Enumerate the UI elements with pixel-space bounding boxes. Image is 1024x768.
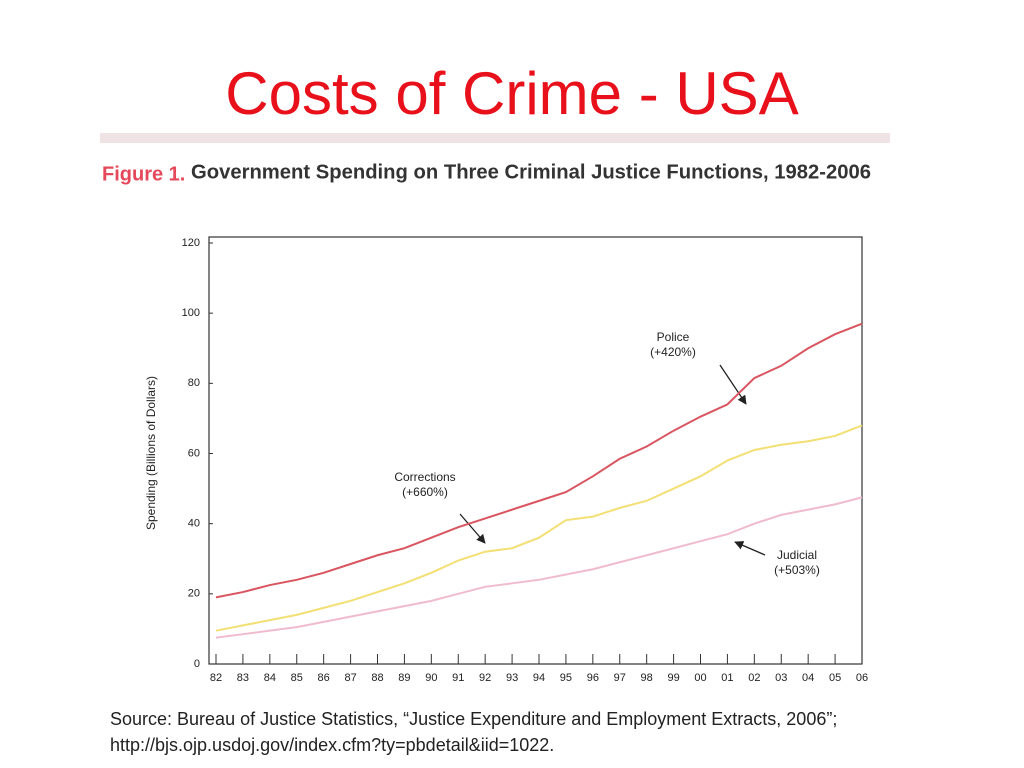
x-tick-label: 92: [479, 672, 491, 684]
x-tick-label: 82: [210, 672, 222, 684]
annotation-change: (+503%): [774, 563, 820, 577]
x-tick-label: 99: [667, 672, 679, 684]
y-tick-label: 80: [188, 377, 200, 389]
x-tick-label: 05: [829, 672, 841, 684]
y-tick-label: 0: [194, 658, 200, 670]
x-tick-label: 03: [775, 672, 787, 684]
annotation-arrow: [459, 513, 486, 544]
x-tick-label: 86: [318, 672, 330, 684]
annotation-label: Corrections: [394, 470, 455, 484]
annotation-arrow: [719, 364, 747, 405]
x-tick-label: 93: [506, 672, 518, 684]
x-tick-label: 84: [264, 672, 276, 684]
y-tick-label: 60: [188, 447, 200, 459]
chart-title: Government Spending on Three Criminal Ju…: [191, 161, 871, 183]
x-tick-label: 90: [425, 672, 437, 684]
slide-title: Costs of Crime - USA: [225, 60, 798, 127]
series-line: [215, 322, 863, 599]
x-tick-label: 02: [748, 672, 760, 684]
x-tick-label: 98: [641, 672, 653, 684]
y-axis-label: Spending (Billions of Dollars): [144, 376, 158, 530]
series-line: [215, 424, 863, 632]
annotation-arrow: [734, 541, 766, 556]
annotation-label: Police: [657, 330, 690, 344]
source-line: Source: Bureau of Justice Statistics, “J…: [110, 709, 837, 729]
annotation-label: Judicial: [777, 548, 817, 562]
x-tick-label: 96: [587, 672, 599, 684]
y-tick-label: 120: [182, 237, 200, 249]
x-tick-label: 97: [614, 672, 626, 684]
annotation-change: (+660%): [402, 485, 448, 499]
y-tick-label: 40: [188, 518, 200, 530]
series-line: [215, 496, 863, 639]
x-tick-label: 91: [452, 672, 464, 684]
x-tick-label: 00: [694, 672, 706, 684]
source-line: http://bjs.ojp.usdoj.gov/index.cfm?ty=pb…: [110, 735, 554, 755]
x-tick-label: 01: [721, 672, 733, 684]
x-tick-label: 94: [533, 672, 545, 684]
plot-frame: [208, 236, 863, 665]
annotation-change: (+420%): [650, 345, 696, 359]
y-tick-label: 100: [182, 307, 200, 319]
x-tick-label: 87: [344, 672, 356, 684]
x-tick-label: 89: [398, 672, 410, 684]
y-tick-label: 20: [188, 588, 200, 600]
x-tick-label: 95: [560, 672, 572, 684]
x-tick-label: 85: [291, 672, 303, 684]
x-tick-label: 88: [371, 672, 383, 684]
x-tick-label: 06: [856, 672, 868, 684]
x-tick-label: 83: [237, 672, 249, 684]
title-rule: [100, 133, 890, 143]
figure-label: Figure 1.: [102, 163, 185, 185]
x-tick-label: 04: [802, 672, 814, 684]
